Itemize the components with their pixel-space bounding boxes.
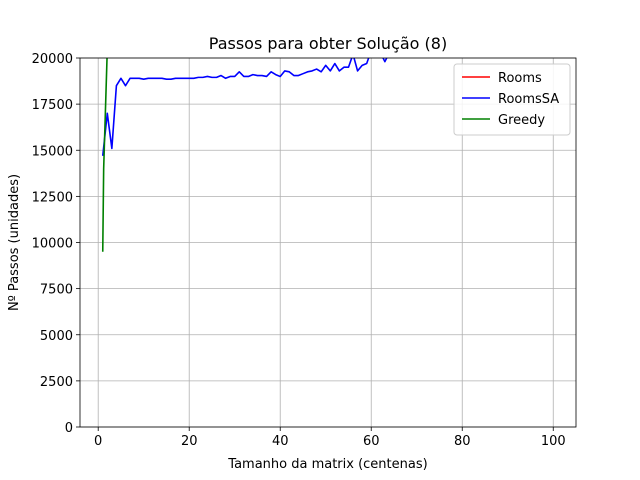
legend: Rooms RoomsSA Greedy xyxy=(453,63,571,136)
legend-label-rooms: Rooms xyxy=(498,71,542,86)
y-tick-label: 7500 xyxy=(40,283,73,298)
y-tick-label: 2500 xyxy=(40,375,73,390)
legend-label-roomssa: RoomsSA xyxy=(498,92,559,107)
chart-title: Passos para obter Solução (8) xyxy=(209,34,447,53)
x-tick-label: 60 xyxy=(363,434,380,449)
plot-area xyxy=(101,58,388,252)
y-axis: 0 2500 5000 7500 10000 12500 15000 17500 20000 xyxy=(32,52,80,436)
y-tick-label: 5000 xyxy=(40,329,73,344)
legend-box xyxy=(453,63,571,136)
x-tick-label: 0 xyxy=(94,434,102,449)
x-tick-label: 20 xyxy=(181,434,198,449)
x-axis-title: Tamanho da matrix (centenas) xyxy=(227,457,427,472)
y-tick-label: 17500 xyxy=(32,98,73,113)
x-tick-label: 80 xyxy=(454,434,471,449)
x-tick-label: 100 xyxy=(541,434,566,449)
x-tick-label: 40 xyxy=(272,434,289,449)
y-tick-label: 12500 xyxy=(32,190,73,205)
y-tick-label: 15000 xyxy=(32,144,73,159)
legend-label-greedy: Greedy xyxy=(498,113,545,128)
series-line-roomssa xyxy=(101,58,388,156)
y-axis-title: Nº Passos (unidades) xyxy=(7,174,22,311)
series-line-greedy xyxy=(101,58,108,252)
y-tick-label: 20000 xyxy=(32,52,73,67)
y-tick-label: 0 xyxy=(65,421,73,436)
x-axis: 0 20 40 60 80 100 xyxy=(94,427,566,449)
y-tick-label: 10000 xyxy=(32,237,73,252)
